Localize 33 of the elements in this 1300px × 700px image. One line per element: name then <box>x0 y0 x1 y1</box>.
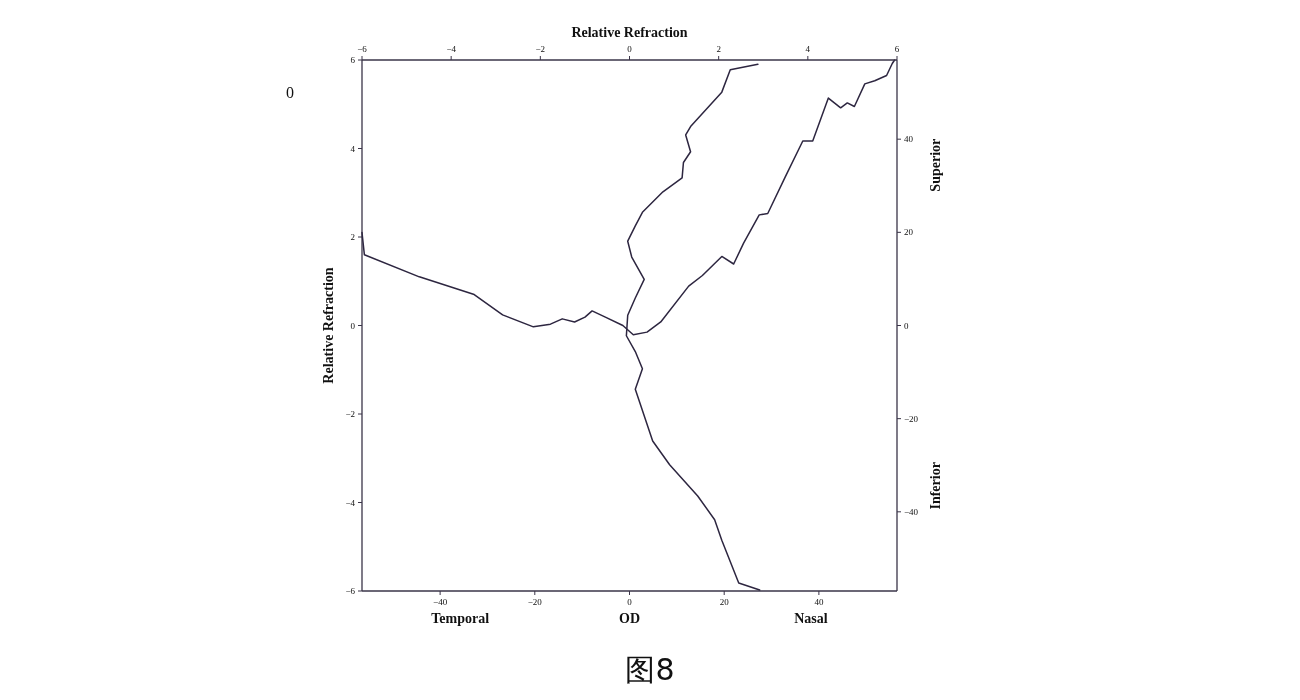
text: Temporal <box>431 611 490 626</box>
text: Superior <box>928 138 943 192</box>
text: Inferior <box>928 462 943 510</box>
y-tick-label: 20 <box>904 227 914 238</box>
y-tick-label: −40 <box>904 506 919 517</box>
x-tick-label: −4 <box>446 44 457 54</box>
x-tick-label: 0 <box>627 597 633 607</box>
y-tick-label: −4 <box>345 497 356 508</box>
x-tick-label: 2 <box>716 44 721 54</box>
x-tick-label: 40 <box>814 597 824 607</box>
x-tick-label: −40 <box>433 597 448 607</box>
y-tick-label: 6 <box>350 55 356 65</box>
text: Nasal <box>794 611 828 626</box>
x-axis-title: OD <box>619 611 640 626</box>
y-axis-title: Relative Refraction <box>321 267 336 384</box>
x-tick-label: 0 <box>627 44 633 54</box>
x-axis-title: Relative Refraction <box>571 25 688 40</box>
y-tick-label: 40 <box>904 134 914 145</box>
x-tick-label: 4 <box>805 44 811 54</box>
x-tick-label: −2 <box>535 44 546 54</box>
y-tick-label: −6 <box>345 586 356 596</box>
y-tick-label: 2 <box>350 232 355 242</box>
caption: 图8 <box>625 652 675 687</box>
x-tick-label: −20 <box>527 597 543 607</box>
x-tick-label: 20 <box>719 597 730 607</box>
y-tick-label: −20 <box>904 413 919 424</box>
y-tick-label: 0 <box>904 320 909 331</box>
text: 0 <box>286 84 294 101</box>
x-tick-label: −6 <box>357 44 368 54</box>
y-tick-label: 0 <box>350 320 356 331</box>
y-tick-label: −2 <box>345 409 355 419</box>
y-tick-label: 4 <box>350 143 356 154</box>
x-tick-label: 6 <box>894 44 900 54</box>
